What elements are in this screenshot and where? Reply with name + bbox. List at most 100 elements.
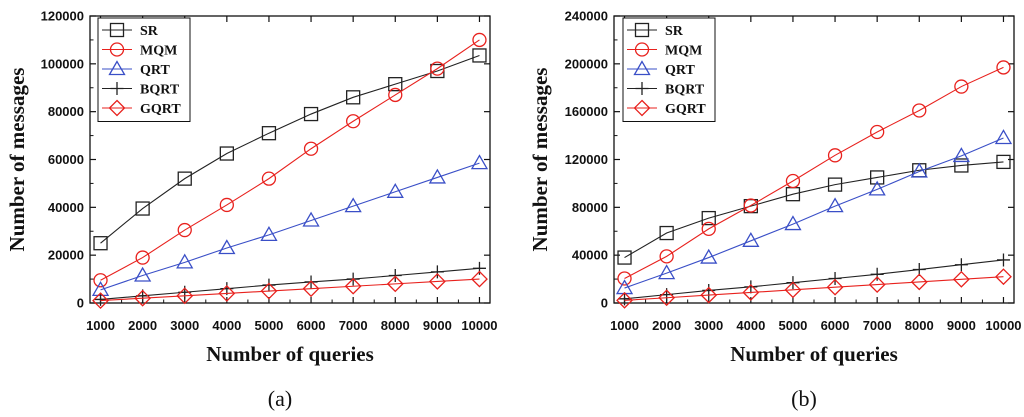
legend-marker-gqrt [633, 99, 651, 117]
y-tick-label: 120000 [41, 9, 84, 24]
data-point-mqm [617, 271, 632, 286]
legend-label-gqrt: GQRT [140, 102, 181, 117]
data-point-mqm [701, 221, 716, 237]
y-tick-label: 200000 [565, 56, 608, 71]
data-point-mqm [135, 250, 150, 265]
data-point-mqm [177, 222, 192, 238]
data-point-mqm [219, 197, 234, 213]
data-point-bqrt [94, 292, 108, 306]
data-point-sr [93, 236, 108, 251]
data-point-bqrt [996, 253, 1010, 267]
series-line-bqrt [624, 259, 1004, 300]
data-point-bqrt [828, 271, 842, 285]
data-point-gqrt [471, 270, 488, 288]
x-tick-label: 1000 [86, 318, 115, 333]
data-point-gqrt [742, 284, 760, 301]
data-point-gqrt [302, 280, 320, 298]
data-point-mqm [346, 114, 361, 129]
legend-label-sr: SR [665, 24, 684, 39]
x-tick-label: 4000 [212, 318, 241, 333]
data-point-qrt [134, 266, 152, 282]
data-point-gqrt [386, 275, 404, 293]
data-point-qrt [868, 180, 886, 196]
data-point-qrt [994, 129, 1013, 145]
legend-marker-bqrt [635, 82, 649, 95]
x-tick-label: 9000 [947, 318, 976, 333]
data-point-gqrt [344, 277, 362, 295]
series-line-mqm [100, 39, 480, 281]
data-point-gqrt [176, 287, 194, 305]
panel-label: (b) [791, 386, 817, 411]
legend-label-gqrt: GQRT [665, 102, 706, 117]
y-tick-label: 80000 [48, 104, 84, 119]
data-point-sr [135, 201, 150, 216]
x-tick-label: 8000 [381, 318, 410, 333]
data-point-gqrt [428, 273, 446, 290]
legend-marker-qrt [633, 60, 651, 76]
series-mqm [617, 60, 1011, 286]
legend-label-mqm: MQM [665, 44, 702, 59]
data-point-gqrt [868, 276, 886, 294]
y-tick-label: 160000 [565, 104, 608, 119]
data-point-qrt [742, 232, 760, 247]
legend-label-mqm: MQM [140, 44, 177, 59]
y-tick-label: 0 [77, 296, 84, 311]
data-point-mqm [659, 249, 674, 264]
y-axis-title: Number of messages [528, 68, 552, 252]
data-point-qrt [386, 182, 404, 198]
data-point-sr [388, 77, 403, 92]
data-point-qrt [302, 211, 320, 227]
x-axis-title: Number of queries [206, 342, 374, 366]
data-point-qrt [700, 248, 718, 264]
data-point-gqrt [784, 281, 802, 299]
data-point-mqm [870, 124, 885, 140]
x-tick-label: 2000 [128, 318, 157, 333]
data-point-mqm [388, 87, 403, 103]
data-point-gqrt [952, 270, 970, 288]
data-point-bqrt [262, 278, 276, 292]
data-point-bqrt [870, 267, 884, 281]
data-point-qrt [176, 253, 194, 269]
data-point-mqm [743, 198, 758, 213]
data-point-qrt [470, 154, 489, 170]
data-point-sr [617, 250, 632, 265]
x-tick-label: 2000 [652, 318, 681, 333]
legend-label-bqrt: BQRT [665, 83, 705, 98]
data-point-gqrt [218, 285, 236, 302]
data-point-sr [472, 48, 487, 63]
data-point-mqm [303, 141, 319, 156]
x-tick-label: 5000 [254, 318, 283, 333]
data-point-qrt [826, 197, 844, 213]
data-point-bqrt [744, 280, 758, 294]
data-point-qrt [218, 239, 236, 255]
x-tick-label: 8000 [905, 318, 934, 333]
legend-marker-gqrt [108, 99, 126, 117]
x-tick-label: 6000 [821, 318, 850, 333]
series-line-gqrt [624, 276, 1004, 301]
chart-panel-b: 0 40000 80000 120000 160000 200000 240000 1000 2… [528, 9, 1022, 412]
data-point-qrt [428, 168, 446, 184]
data-point-qrt [260, 226, 278, 241]
y-tick-label: 0 [601, 296, 608, 311]
series-bqrt [94, 261, 486, 306]
panel-label: (a) [268, 386, 292, 411]
data-point-gqrt [826, 278, 844, 296]
data-point-mqm [93, 273, 108, 288]
series-sr [93, 48, 487, 251]
legend-label-sr: SR [140, 24, 159, 39]
y-axis-title: Number of messages [5, 68, 29, 252]
data-point-bqrt [954, 258, 968, 272]
data-point-mqm [996, 60, 1011, 75]
data-point-gqrt [995, 268, 1012, 286]
data-point-gqrt [658, 289, 676, 307]
data-point-bqrt [618, 292, 632, 306]
data-point-qrt [910, 162, 928, 178]
data-point-sr [346, 90, 361, 105]
series-line-qrt [624, 137, 1004, 289]
x-tick-label: 3000 [170, 318, 199, 333]
x-tick-label: 7000 [339, 318, 368, 333]
series-line-sr [100, 54, 480, 244]
x-tick-label: 1000 [610, 318, 639, 333]
data-point-mqm [430, 61, 445, 76]
